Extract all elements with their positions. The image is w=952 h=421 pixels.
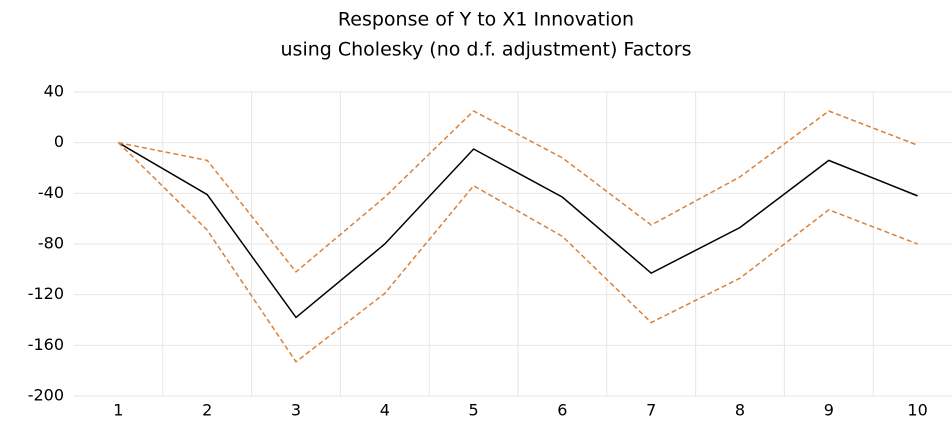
x-tick-label: 7 [646, 401, 656, 420]
x-tick-label: 1 [113, 401, 123, 420]
chart-title: Response of Y to X1 Innovation [338, 9, 634, 31]
x-tick-label: 6 [557, 401, 567, 420]
y-tick-label: -160 [28, 335, 64, 354]
y-tick-label: 40 [44, 82, 64, 101]
y-tick-label: 0 [54, 132, 64, 151]
x-tick-label: 10 [907, 401, 927, 420]
x-tick-label: 4 [380, 401, 390, 420]
x-tick-label: 5 [469, 401, 479, 420]
y-tick-label: -40 [38, 183, 64, 202]
y-tick-label: -120 [28, 284, 64, 303]
x-tick-label: 8 [735, 401, 745, 420]
series-line [117, 142, 918, 363]
y-tick-label: -80 [38, 234, 64, 253]
y-tick-label: -200 [28, 386, 64, 405]
chart-subtitle: using Cholesky (no d.f. adjustment) Fact… [281, 39, 692, 61]
x-tick-label: 3 [291, 401, 301, 420]
x-tick-label: 9 [824, 401, 834, 420]
series-line [118, 110, 918, 273]
x-tick-label: 2 [202, 401, 212, 420]
series-line [118, 142, 918, 319]
